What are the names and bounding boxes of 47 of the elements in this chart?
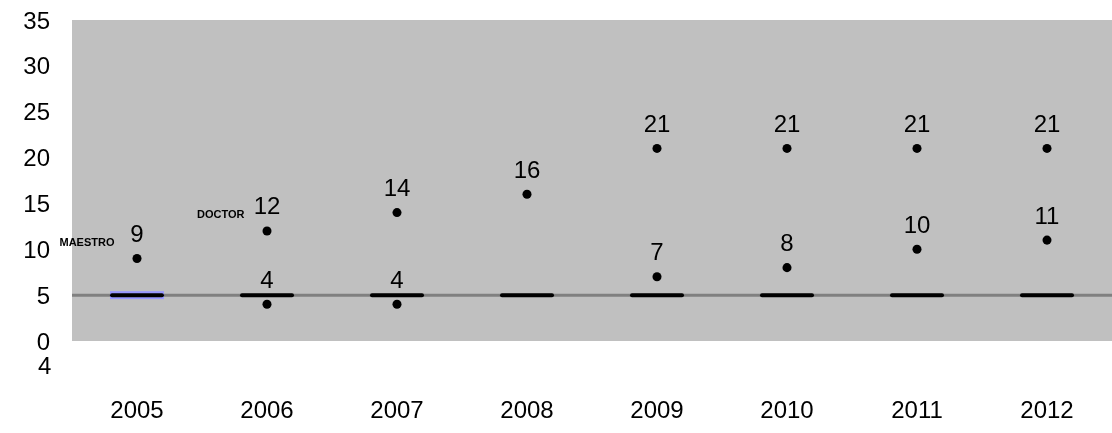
- data-label: 4: [390, 265, 404, 293]
- data-label: 10: [903, 210, 931, 238]
- point: [262, 299, 272, 309]
- series-label: MAESTRO: [59, 235, 115, 248]
- y-tick-label: 0: [36, 327, 50, 355]
- point: [1042, 235, 1052, 245]
- y-tick-label: 25: [23, 98, 50, 126]
- data-label: 21: [643, 109, 671, 137]
- data-label: 9: [130, 219, 144, 247]
- point: [392, 299, 402, 309]
- data-label: 8: [780, 229, 794, 257]
- data-label: 4: [260, 265, 274, 293]
- x-tick-label: 2008: [500, 396, 554, 424]
- point: [782, 263, 792, 273]
- data-label: 21: [773, 109, 801, 137]
- data-label: 11: [1034, 201, 1060, 229]
- data-label: 7: [650, 238, 664, 266]
- x-tick-label: 2005: [110, 396, 164, 424]
- point: [912, 244, 922, 254]
- point: [132, 253, 142, 263]
- data-label: 21: [903, 109, 931, 137]
- x-tick-label: 2012: [1020, 396, 1074, 424]
- y-tick-label: 35: [23, 6, 50, 34]
- x-tick-label: 2009: [630, 396, 684, 424]
- x-tick-label: 2006: [240, 396, 294, 424]
- data-label: 12: [253, 192, 281, 220]
- point: [522, 189, 532, 199]
- point: [782, 143, 792, 153]
- point: [392, 208, 402, 218]
- x-tick-label: 2010: [760, 396, 814, 424]
- y-tick-label: 30: [23, 52, 50, 80]
- y-tick-label: 5: [36, 281, 50, 309]
- data-label: 14: [383, 174, 411, 202]
- series-label: DOCTOR: [197, 208, 245, 221]
- y-tick-label: 20: [23, 144, 50, 172]
- y-tick-label: 15: [23, 189, 50, 217]
- text: 4: [38, 352, 52, 380]
- point: [262, 226, 272, 236]
- point: [912, 143, 922, 153]
- y-tick-label: 10: [23, 235, 50, 263]
- point: [652, 272, 662, 282]
- data-label: 16: [513, 155, 541, 183]
- x-tick-label: 2007: [370, 396, 424, 424]
- data-label: 21: [1033, 109, 1061, 137]
- x-tick-label: 2011: [891, 396, 943, 424]
- point: [652, 143, 662, 153]
- point: [1042, 143, 1052, 153]
